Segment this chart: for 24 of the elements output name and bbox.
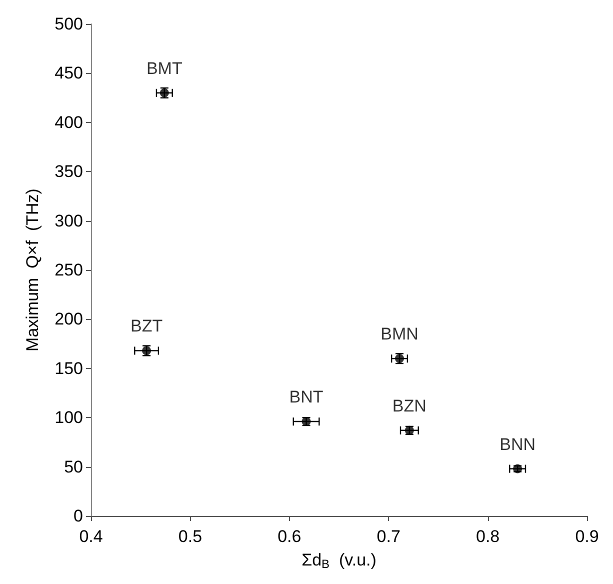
annotation: BMN bbox=[380, 324, 418, 344]
annotation: BZT bbox=[130, 316, 163, 336]
x-tick-label: 0.7 bbox=[376, 527, 400, 546]
y-tick-label: 450 bbox=[54, 64, 83, 83]
y-tick-label: 0 bbox=[74, 506, 83, 526]
y-tick-label: 350 bbox=[54, 162, 83, 182]
annotation: BMT bbox=[146, 58, 182, 78]
y-tick-label: 200 bbox=[54, 310, 83, 329]
y-tick-label: 150 bbox=[54, 358, 83, 378]
annotation: BNT bbox=[289, 388, 324, 407]
x-tick-label: 0.8 bbox=[476, 527, 500, 546]
y-axis-title: Maximum Q×f (THz) bbox=[23, 188, 42, 352]
y-tick-label: 400 bbox=[54, 112, 83, 132]
annotation: BNN bbox=[500, 434, 536, 454]
x-tick-label: 0.5 bbox=[178, 527, 202, 546]
y-tick-label: 300 bbox=[54, 211, 83, 230]
annotation: BZN bbox=[392, 396, 426, 416]
x-tick-label: 0.4 bbox=[79, 527, 103, 546]
x-tick-label: 0.6 bbox=[278, 527, 302, 546]
y-tick-label: 50 bbox=[64, 457, 83, 476]
y-tick-label: 250 bbox=[54, 260, 83, 280]
y-tick-label: 500 bbox=[54, 14, 83, 34]
y-tick-label: 100 bbox=[54, 408, 83, 428]
x-tick-label: 0.9 bbox=[575, 527, 599, 546]
